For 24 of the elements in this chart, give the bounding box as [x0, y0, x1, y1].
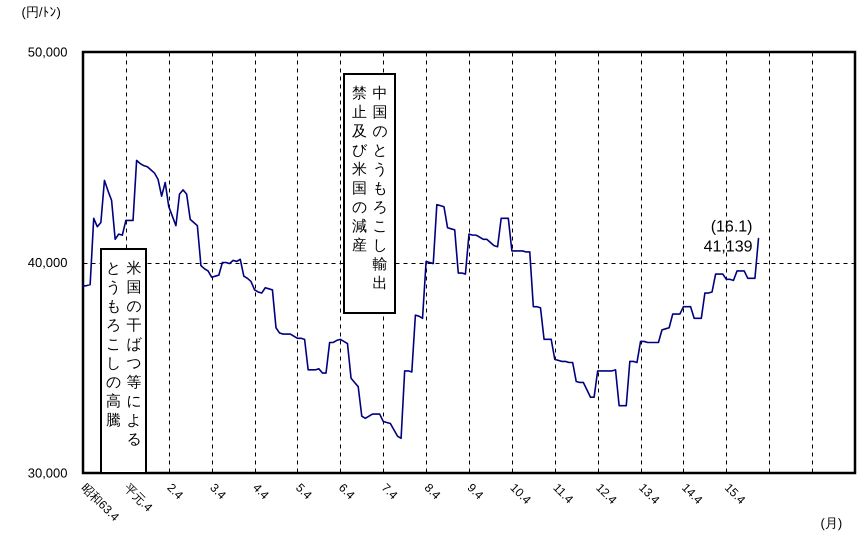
x-tick-label: 7.4 — [378, 480, 401, 502]
x-tick-label: 5.4 — [292, 480, 315, 502]
x-tick-label: 9.4 — [464, 480, 486, 502]
x-tick-label: 10.4 — [507, 480, 534, 508]
x-tick-label: 4.4 — [250, 480, 272, 502]
x-tick-label: 13.4 — [636, 480, 663, 508]
x-tick-label: 14.4 — [678, 480, 706, 508]
x-tick-label: 昭和63.4 — [78, 480, 122, 524]
x-tick-label: 12.4 — [593, 480, 620, 508]
x-tick-label: 15.4 — [722, 480, 749, 508]
y-tick-label: 50,000 — [28, 44, 68, 60]
x-tick-label: 8.4 — [422, 480, 444, 502]
x-axis-title: (月) — [820, 516, 842, 530]
text: 中国のとうもろこし輸出禁止及び米国の減産 — [352, 84, 388, 292]
x-tick-label: 2.4 — [164, 480, 186, 502]
x-tick-label: 11.4 — [550, 480, 576, 507]
y-axis-title: (円/ﾄﾝ) — [22, 4, 61, 20]
x-tick-label: 3.4 — [207, 480, 230, 502]
text: 米国の干ばつ等によるとうもろこしの高騰 — [106, 259, 142, 448]
y-tick-label: 40,000 — [28, 255, 68, 270]
x-tick-label: 6.4 — [336, 480, 358, 502]
x-tick-label: 平元.4 — [121, 480, 156, 515]
annotation: (16.1) 41,139 — [704, 218, 753, 256]
y-tick-label: 30,000 — [28, 466, 68, 480]
